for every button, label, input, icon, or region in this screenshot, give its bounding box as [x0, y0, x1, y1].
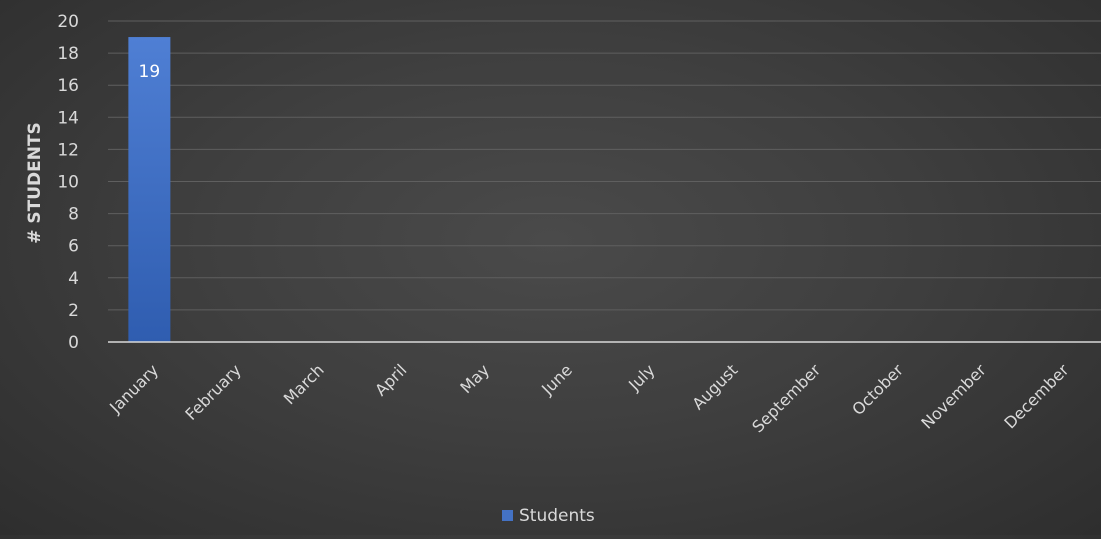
x-axis-tick-labels: January February March April May June July Augu…	[105, 360, 1073, 436]
legend-swatch-students	[502, 510, 513, 521]
x-tick-label: October	[848, 360, 907, 419]
legend-label-students: Students	[519, 506, 595, 526]
x-tick-label: May	[456, 360, 493, 397]
x-tick-label: November	[917, 360, 990, 433]
x-tick-label: March	[280, 360, 328, 408]
y-tick-label: 14	[57, 108, 79, 128]
y-tick-label: 4	[68, 269, 79, 289]
y-tick-label: 10	[57, 173, 79, 193]
x-tick-label: January	[105, 360, 162, 417]
gridlines	[108, 20, 1101, 311]
x-tick-label: July	[624, 360, 658, 394]
x-tick-label: August	[688, 360, 741, 413]
y-tick-label: 20	[57, 12, 79, 32]
y-tick-label: 8	[68, 205, 79, 225]
x-tick-label: June	[537, 360, 576, 399]
y-tick-label: 0	[68, 333, 79, 353]
y-tick-label: 12	[57, 140, 79, 160]
y-tick-label: 2	[68, 301, 79, 321]
y-axis-label: # STUDENTS	[25, 122, 45, 244]
bars: 19	[128, 37, 171, 343]
bar-data-label: 19	[139, 62, 161, 82]
y-tick-label: 6	[68, 237, 79, 257]
x-tick-label: December	[1000, 360, 1072, 432]
x-tick-label: February	[181, 360, 245, 424]
legend: Students	[502, 506, 595, 526]
y-tick-label: 18	[57, 44, 79, 64]
y-tick-label: 16	[57, 76, 79, 96]
y-axis-tick-labels: 0 2 4 6 8 10 12 14 16 18 20	[57, 12, 79, 353]
x-tick-label: September	[748, 360, 824, 436]
x-tick-label: April	[371, 360, 410, 399]
bar-january	[128, 37, 171, 343]
